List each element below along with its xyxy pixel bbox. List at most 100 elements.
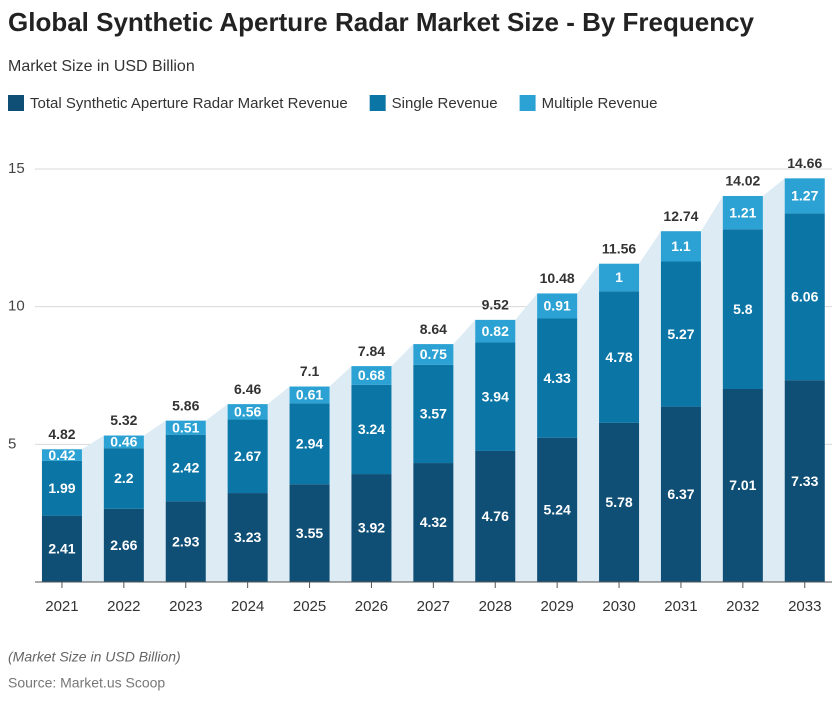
bar-segment — [475, 342, 516, 451]
value-label: 6.06 — [791, 288, 818, 304]
total-label: 8.64 — [420, 321, 447, 337]
value-label: 0.61 — [296, 387, 323, 403]
value-label: 5.78 — [605, 494, 632, 510]
x-tick-label: 2025 — [293, 598, 326, 615]
bar-segment — [227, 493, 268, 582]
bar-segment — [784, 213, 825, 381]
x-tick-label: 2032 — [726, 598, 759, 615]
total-label: 7.84 — [358, 343, 385, 359]
total-label: 12.74 — [663, 208, 698, 224]
bar-segment — [413, 344, 454, 365]
value-label: 0.51 — [172, 419, 199, 435]
value-label: 2.66 — [110, 537, 137, 553]
bar-segment — [722, 388, 763, 582]
x-tick-label: 2031 — [664, 598, 697, 615]
value-label: 2.42 — [172, 460, 199, 476]
bar-segment — [537, 293, 578, 319]
chart-subtitle: Market Size in USD Billion — [8, 58, 195, 75]
bar-segment — [41, 449, 82, 461]
legend-label: Single Revenue — [392, 95, 498, 112]
value-label: 4.32 — [420, 514, 447, 530]
value-label: 3.23 — [234, 529, 261, 545]
bar-segment — [165, 501, 206, 582]
total-label: 14.02 — [725, 173, 760, 189]
x-tick-label: 2027 — [417, 598, 450, 615]
x-tick-label: 2030 — [602, 598, 635, 615]
y-tick-label: 5 — [8, 435, 16, 452]
value-label: 3.57 — [420, 406, 447, 422]
value-label: 3.94 — [482, 388, 509, 404]
value-label: 2.41 — [48, 541, 75, 557]
x-tick-label: 2026 — [355, 598, 388, 615]
bar-segment — [289, 403, 330, 485]
bar-segment — [475, 450, 516, 582]
value-label: 1.1 — [671, 238, 691, 254]
x-tick-label: 2028 — [479, 598, 512, 615]
value-label: 4.78 — [605, 349, 632, 365]
value-label: 1.27 — [791, 188, 818, 204]
bar-segment — [784, 380, 825, 582]
bar-segment — [722, 195, 763, 230]
value-label: 5.8 — [733, 301, 753, 317]
value-label: 1 — [615, 269, 623, 285]
note: (Market Size in USD Billion) — [8, 649, 181, 665]
value-label: 0.68 — [358, 367, 385, 383]
x-tick-label: 2024 — [231, 598, 264, 615]
value-label: 2.67 — [234, 448, 261, 464]
legend-swatch — [8, 95, 24, 111]
x-tick-label: 2021 — [45, 598, 78, 615]
value-label: 0.91 — [544, 298, 571, 314]
x-tick-label: 2033 — [788, 598, 821, 615]
chart-title: Global Synthetic Aperture Radar Market S… — [8, 7, 755, 37]
source: Source: Market.us Scoop — [8, 675, 165, 691]
value-label: 0.46 — [110, 434, 137, 450]
bar-segment — [351, 384, 392, 475]
value-label: 0.75 — [420, 346, 447, 362]
bar-segment — [227, 404, 268, 420]
bar-segment — [784, 178, 825, 214]
bar-segment — [103, 508, 144, 582]
value-label: 1.21 — [729, 204, 756, 220]
x-tick-label: 2029 — [540, 598, 573, 615]
bar-segment — [41, 460, 82, 516]
bar-segment — [475, 319, 516, 343]
bar-segment — [103, 435, 144, 449]
bar-segment — [351, 366, 392, 385]
bar-segment — [351, 474, 392, 582]
bar-segment — [289, 484, 330, 582]
total-label: 14.66 — [787, 155, 822, 171]
bar-segment — [227, 419, 268, 494]
total-label: 4.82 — [48, 426, 75, 442]
legend-label: Multiple Revenue — [542, 95, 658, 112]
value-label: 7.01 — [729, 477, 756, 493]
total-label: 5.32 — [110, 412, 137, 428]
bar-segment — [722, 229, 763, 389]
value-label: 2.2 — [114, 470, 134, 486]
value-label: 0.56 — [234, 404, 261, 420]
value-label: 5.27 — [667, 326, 694, 342]
total-label: 10.48 — [540, 270, 575, 286]
total-label: 7.1 — [300, 363, 320, 379]
bar-segment — [660, 231, 701, 262]
x-tick-label: 2022 — [107, 598, 140, 615]
bar-segment — [41, 515, 82, 582]
value-label: 2.93 — [172, 533, 199, 549]
total-label: 9.52 — [482, 297, 509, 313]
value-label: 1.99 — [48, 480, 75, 496]
value-label: 3.55 — [296, 525, 323, 541]
value-label: 0.42 — [48, 447, 75, 463]
legend-swatch — [369, 95, 386, 111]
y-tick-label: 10 — [8, 298, 25, 315]
legend-swatch — [519, 95, 536, 111]
bar-segment — [599, 422, 640, 582]
value-label: 7.33 — [791, 473, 818, 489]
bar-segment — [599, 291, 640, 423]
value-label: 0.82 — [482, 323, 509, 339]
bar-segment — [537, 318, 578, 438]
bar-segment — [413, 463, 454, 582]
bar-segment — [413, 364, 454, 464]
bar-segment — [660, 406, 701, 582]
bar-segment — [289, 386, 330, 404]
value-label: 6.37 — [667, 486, 694, 502]
bar-segment — [165, 434, 206, 502]
